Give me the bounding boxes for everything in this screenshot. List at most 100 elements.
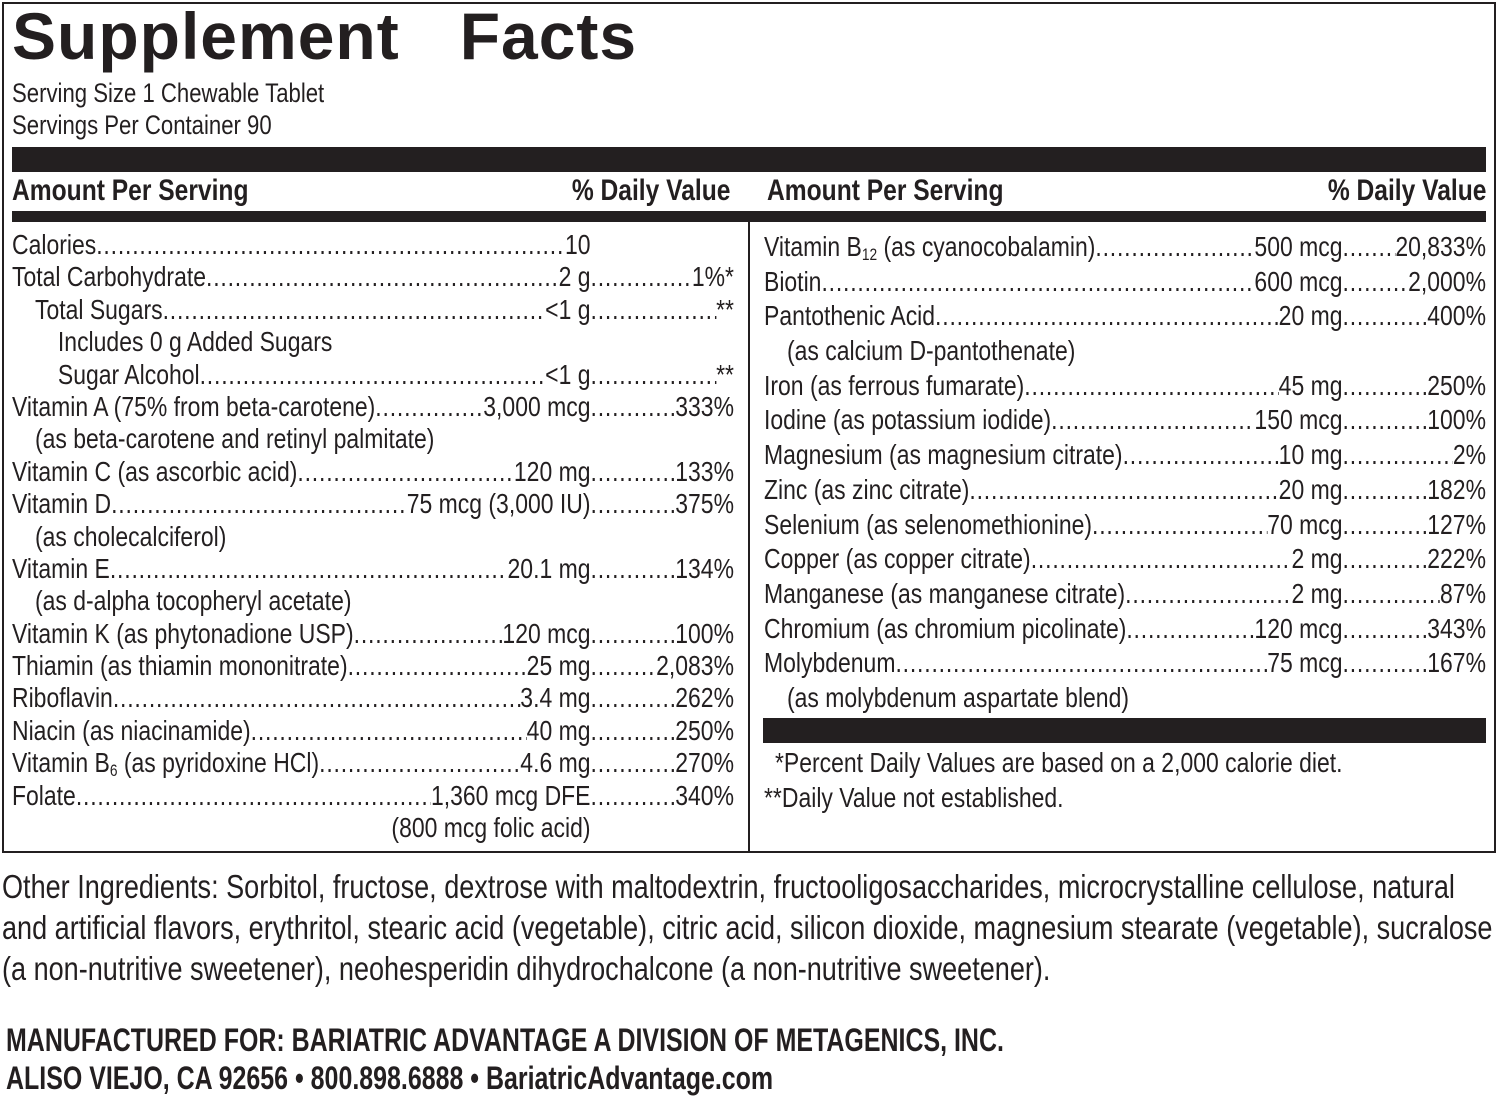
- nutrient-row: Selenium (as selenomethionine) 70 mcg 127%: [764, 509, 1486, 544]
- leader-dots: [969, 474, 1278, 506]
- title-word-supplement: Supplement: [12, 0, 400, 73]
- nutrient-daily-value: 375%: [675, 488, 734, 520]
- nutrient-row: Chromium (as chromium picolinate) 120 mcg…: [764, 613, 1486, 648]
- leader-dots: [113, 682, 520, 714]
- nutrient-row: Vitamin B12 (as cyanocobalamin) 500 mcg 20…: [764, 231, 1486, 266]
- nutrient-name: Zinc (as zinc citrate): [764, 473, 970, 505]
- nutrient-daily-value: 127%: [1427, 508, 1486, 540]
- leader-dots: [1342, 578, 1440, 610]
- nutrient-amount: 120 mcg: [502, 617, 591, 649]
- nutrient-row: Manganese (as manganese citrate) 2 mg 87%: [764, 578, 1486, 613]
- leader-dots: [590, 553, 675, 585]
- footnote-not-established: **Daily Value not established.: [764, 782, 1064, 813]
- nutrient-row: Copper (as copper citrate) 2 mg 222%: [764, 543, 1486, 578]
- nutrient-row: Vitamin A (75% from beta-carotene) 3,000 …: [12, 391, 734, 423]
- leader-dots: [354, 618, 503, 650]
- nutrient-name: (as cholecalciferol): [34, 520, 227, 552]
- leader-dots: [163, 294, 546, 326]
- nutrient-amount: 70 mcg: [1267, 508, 1343, 540]
- nutrient-name: Vitamin K (as phytonadione USP): [12, 617, 354, 649]
- leader-dots: [110, 553, 508, 585]
- nutrient-row: Thiamin (as thiamin mononitrate) 25 mg 2,0…: [12, 650, 734, 682]
- nutrient-amount: 3.4 mg: [520, 682, 591, 714]
- left-header-amount: Amount Per Serving: [12, 174, 249, 207]
- nutrient-amount: 40 mg: [526, 714, 591, 746]
- nutrient-amount: (800 mcg folic acid): [391, 812, 591, 844]
- leader-dots: [1031, 543, 1292, 575]
- nutrient-name: Thiamin (as thiamin mononitrate): [12, 650, 348, 682]
- nutrient-row: Iron (as ferrous fumarate) 45 mg 250%: [764, 370, 1486, 405]
- leader-dots: [1342, 266, 1408, 298]
- nutrient-amount: 600 mcg: [1254, 265, 1343, 297]
- nutrient-amount: 10 mg: [1278, 439, 1343, 471]
- column-divider: [748, 222, 750, 853]
- nutrient-row: Iodine (as potassium iodide) 150 mcg 100%: [764, 404, 1486, 439]
- nutrient-amount: 500 mcg: [1254, 231, 1343, 262]
- nutrient-name: Calories: [12, 229, 97, 260]
- leader-dots: [1342, 509, 1427, 541]
- nutrient-amount: 1,360 mcg DFE: [430, 779, 591, 811]
- nutrient-name: (as d-alpha tocopheryl acetate): [34, 585, 352, 617]
- leader-dots: [206, 261, 559, 293]
- nutrient-row: (800 mcg folic acid): [12, 812, 734, 844]
- thick-divider-top: [12, 147, 1486, 172]
- servings-per-container: Servings Per Container 90: [12, 110, 272, 140]
- manufacturer-contact: ALISO VIEJO, CA 92656 • 800.898.6888 • B…: [6, 1060, 774, 1096]
- nutrient-amount: 4.6 mg: [520, 747, 591, 779]
- nutrient-amount: 45 mg: [1278, 369, 1343, 401]
- nutrient-name: Sugar Alcohol: [57, 358, 200, 390]
- nutrient-name: Riboflavin: [12, 682, 113, 714]
- leader-dots: [297, 456, 514, 488]
- nutrient-amount: 120 mcg: [1254, 612, 1343, 644]
- nutrient-daily-value: 2,000%: [1408, 265, 1486, 297]
- nutrient-row: Pantothenic Acid 20 mg 400%: [764, 300, 1486, 335]
- right-header-amount: Amount Per Serving: [767, 174, 1004, 207]
- nutrient-amount: 20 mg: [1278, 473, 1343, 505]
- leader-dots: [96, 229, 565, 261]
- nutrient-name: Folate: [12, 779, 76, 811]
- leader-dots: [590, 650, 656, 682]
- leader-dots: [1342, 231, 1395, 263]
- nutrient-daily-value: 333%: [675, 390, 734, 422]
- nutrient-amount: 75 mcg: [1267, 647, 1343, 679]
- nutrient-daily-value: 1%*: [691, 261, 734, 293]
- nutrient-daily-value: 182%: [1427, 473, 1486, 505]
- leader-dots: [111, 488, 407, 520]
- nutrient-daily-value: 100%: [675, 617, 734, 649]
- nutrient-name: Vitamin E: [12, 552, 110, 584]
- nutrient-name: Includes 0 g Added Sugars: [57, 326, 333, 358]
- nutrient-name: Biotin: [764, 265, 822, 297]
- nutrient-amount: 120 mg: [513, 455, 591, 487]
- nutrient-row: Biotin 600 mcg 2,000%: [764, 266, 1486, 301]
- nutrient-row: (as molybdenum aspartate blend): [764, 682, 1486, 717]
- nutrient-name: Vitamin A (75% from beta-carotene): [12, 390, 376, 422]
- leader-dots: [590, 261, 691, 293]
- thick-divider-footnotes: [763, 718, 1486, 743]
- panel-title: Supplement Facts: [12, 0, 637, 74]
- nutrient-row: (as calcium D-pantothenate): [764, 335, 1486, 370]
- leader-dots: [348, 650, 527, 682]
- nutrient-row: (as beta-carotene and retinyl palmitate): [12, 423, 734, 455]
- thick-divider-header: [12, 211, 1486, 222]
- leader-dots: [590, 780, 675, 812]
- nutrient-daily-value: 343%: [1427, 612, 1486, 644]
- title-word-facts: Facts: [459, 0, 638, 73]
- nutrient-name: Manganese (as manganese citrate): [764, 577, 1126, 609]
- nutrient-amount: 25 mg: [526, 650, 591, 682]
- nutrient-row: Zinc (as zinc citrate) 20 mg 182%: [764, 474, 1486, 509]
- nutrient-row: Calories 10: [12, 229, 734, 261]
- leader-dots: [1342, 439, 1452, 471]
- nutrient-amount: <1 g: [545, 358, 591, 390]
- nutrient-daily-value: 400%: [1427, 300, 1486, 332]
- leader-dots: [935, 300, 1279, 332]
- nutrient-row: (as cholecalciferol): [12, 521, 734, 553]
- nutrient-name: Molybdenum: [764, 647, 896, 679]
- nutrient-row: Includes 0 g Added Sugars: [12, 326, 734, 358]
- leader-dots: [590, 747, 675, 779]
- nutrient-name: (as molybdenum aspartate blend): [786, 681, 1130, 713]
- nutrient-amount: 20 mg: [1278, 300, 1343, 332]
- leader-dots: [1342, 474, 1427, 506]
- nutrient-row: Niacin (as niacinamide) 40 mg 250%: [12, 715, 734, 747]
- leader-dots: [1342, 613, 1427, 645]
- footnote-percent-dv: *Percent Daily Values are based on a 2,0…: [775, 747, 1343, 778]
